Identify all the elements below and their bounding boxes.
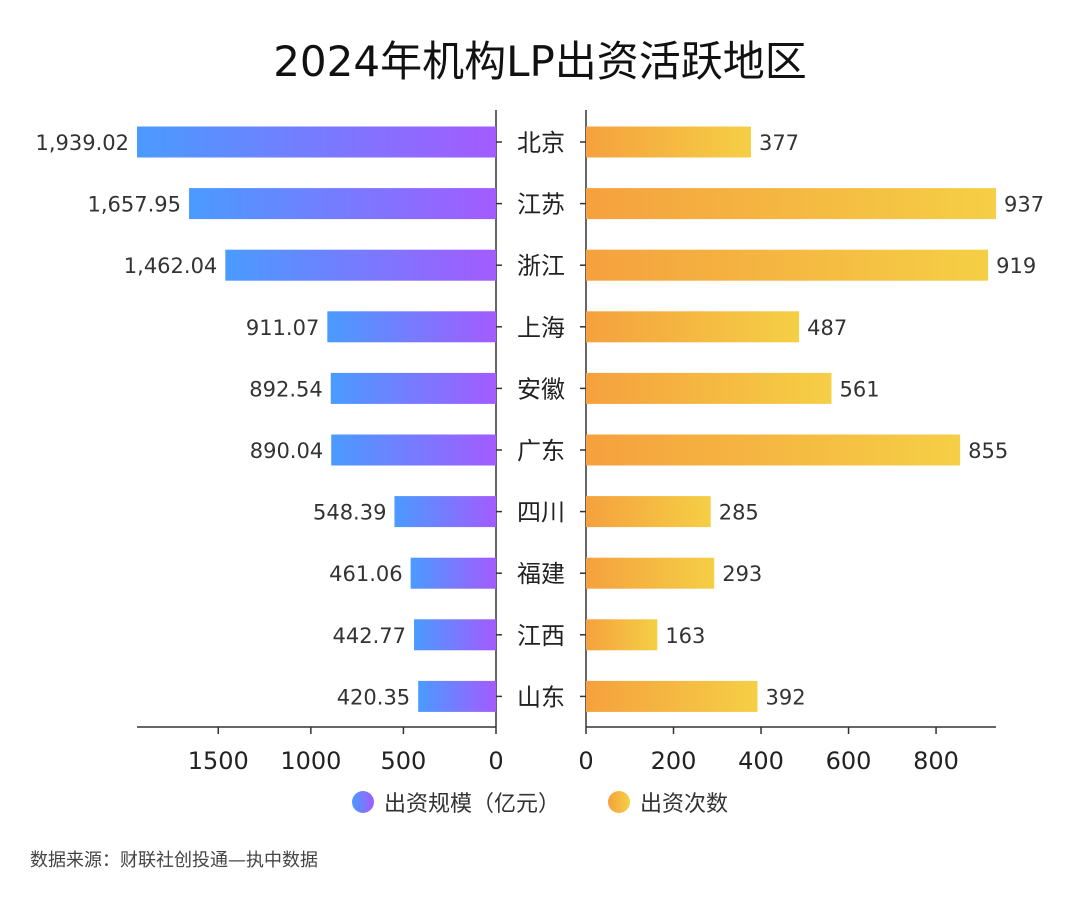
category-label: 山东 <box>517 683 565 711</box>
bar-label-scale: 442.77 <box>333 624 406 648</box>
bar-label-count: 855 <box>968 439 1008 463</box>
legend: 出资规模（亿元） 出资次数 <box>0 786 1080 818</box>
bar-label-scale: 890.04 <box>250 439 323 463</box>
bar-label-scale: 1,939.02 <box>35 131 129 155</box>
bar-label-count: 392 <box>766 685 806 709</box>
left-tick-label: 1000 <box>280 747 341 775</box>
bar-count-5[interactable] <box>586 434 961 466</box>
category-label: 浙江 <box>517 252 565 280</box>
bar-count-0[interactable] <box>586 126 751 158</box>
bar-label-scale: 1,657.95 <box>88 193 182 217</box>
data-source-note: 数据来源：财联社创投通—执中数据 <box>30 850 318 871</box>
bar-label-count: 163 <box>665 624 705 648</box>
left-panel-scale: 1500 1000 500 0 1,939.02 1,657.95 1,462.04 911.… <box>35 110 504 775</box>
category-label: 江苏 <box>517 191 565 219</box>
bar-scale-4[interactable] <box>330 372 496 404</box>
chart-title: 2024年机构LP出资活跃地区 <box>273 37 807 86</box>
category-label: 安徽 <box>517 375 565 403</box>
bar-label-scale: 911.07 <box>246 316 319 340</box>
category-label: 四川 <box>517 499 565 527</box>
legend-label-scale: 出资规模（亿元） <box>383 792 560 817</box>
bar-label-count: 285 <box>719 501 759 525</box>
bar-label-scale: 1,462.04 <box>124 254 218 278</box>
category-label: 福建 <box>517 560 565 588</box>
category-label: 北京 <box>517 129 565 157</box>
bar-scale-0[interactable] <box>137 126 496 158</box>
bar-scale-8[interactable] <box>414 619 496 651</box>
left-tick-label: 500 <box>381 747 427 775</box>
legend-item-count[interactable]: 出资次数 <box>608 786 728 818</box>
bar-scale-3[interactable] <box>327 311 496 343</box>
bar-label-scale: 548.39 <box>313 501 386 525</box>
right-tick-label: 0 <box>578 747 593 775</box>
bar-count-8[interactable] <box>586 619 658 651</box>
bar-count-6[interactable] <box>586 496 711 528</box>
bar-label-count: 377 <box>759 131 799 155</box>
bar-label-count: 937 <box>1004 193 1044 217</box>
bar-label-count: 561 <box>839 377 879 401</box>
category-label: 上海 <box>517 314 565 342</box>
right-tick-label: 200 <box>651 747 697 775</box>
bar-count-4[interactable] <box>586 372 832 404</box>
bar-scale-1[interactable] <box>189 188 496 220</box>
left-tick-label: 0 <box>488 747 503 775</box>
legend-item-scale[interactable]: 出资规模（亿元） <box>351 786 560 818</box>
butterfly-bar-chart: 1500 1000 500 0 1,939.02 1,657.95 1,462.04 911.… <box>35 110 1044 775</box>
category-label: 广东 <box>517 437 565 465</box>
category-label: 江西 <box>517 622 565 650</box>
bar-count-3[interactable] <box>586 311 800 343</box>
left-tick-label: 1500 <box>188 747 249 775</box>
bar-count-7[interactable] <box>586 557 715 589</box>
bar-scale-6[interactable] <box>394 496 496 528</box>
legend-label-count: 出资次数 <box>640 792 729 817</box>
bar-label-scale: 461.06 <box>329 562 402 586</box>
bar-scale-5[interactable] <box>331 434 496 466</box>
right-panel-count: 0 200 400 600 800 377 937 919 487 561 855 285 293 163… <box>578 110 1044 775</box>
legend-dot-count <box>608 791 630 813</box>
bar-label-scale: 892.54 <box>249 377 322 401</box>
bar-scale-2[interactable] <box>225 249 497 281</box>
bar-count-1[interactable] <box>586 188 996 220</box>
right-tick-label: 600 <box>826 747 872 775</box>
bar-label-count: 487 <box>807 316 847 340</box>
bar-count-2[interactable] <box>586 249 989 281</box>
bar-label-count: 293 <box>722 562 762 586</box>
legend-dot-scale <box>351 791 374 813</box>
right-tick-label: 400 <box>738 747 784 775</box>
bar-scale-9[interactable] <box>418 680 496 712</box>
bar-label-scale: 420.35 <box>337 685 410 709</box>
right-tick-label: 800 <box>913 747 959 775</box>
bar-scale-7[interactable] <box>410 557 496 589</box>
bar-count-9[interactable] <box>586 680 758 712</box>
bar-label-count: 919 <box>996 254 1036 278</box>
